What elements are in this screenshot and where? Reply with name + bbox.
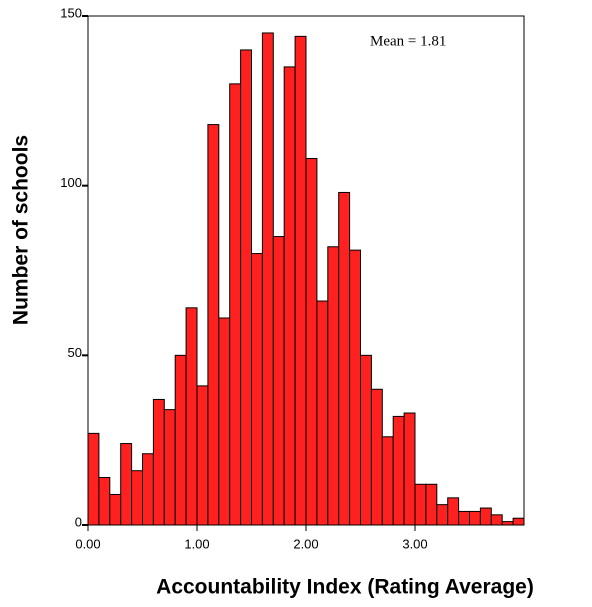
bar: [229, 83, 242, 526]
bar: [294, 35, 307, 526]
y-axis-title: Number of schools: [10, 135, 33, 325]
bar: [512, 517, 525, 526]
x-axis-title: Accountability Index (Rating Average): [156, 576, 534, 599]
bar: [131, 470, 144, 526]
bar: [207, 124, 220, 526]
bar: [261, 32, 274, 526]
bar: [425, 483, 438, 526]
bar: [240, 49, 253, 526]
bar: [414, 483, 427, 526]
bar: [436, 504, 449, 526]
bar: [196, 385, 209, 526]
bar: [338, 191, 351, 526]
bar: [152, 398, 165, 526]
bar: [381, 436, 394, 526]
bar: [163, 409, 176, 526]
x-tick-label: 3.00: [402, 536, 427, 551]
bar: [479, 507, 492, 526]
bar: [174, 354, 187, 526]
bar: [370, 388, 383, 526]
bar: [490, 514, 503, 526]
bar: [403, 412, 416, 526]
y-tick-label: 50: [68, 345, 82, 360]
bar: [447, 497, 460, 526]
y-tick-label: 0: [75, 514, 82, 529]
bar: [98, 476, 111, 526]
bar: [251, 253, 263, 526]
bar: [109, 493, 122, 526]
bar: [469, 510, 481, 526]
x-tick-label: 0.00: [75, 536, 100, 551]
bar: [392, 415, 405, 526]
bar: [120, 443, 133, 526]
y-tick-label: 150: [60, 5, 82, 20]
bar: [87, 432, 100, 526]
x-tick-label: 2.00: [293, 536, 318, 551]
bar: [283, 66, 296, 526]
y-tick-label: 100: [60, 175, 82, 190]
x-tick-label: 1.00: [184, 536, 209, 551]
bar: [360, 354, 372, 526]
bar: [458, 510, 471, 526]
bar: [185, 307, 198, 526]
bar: [305, 158, 318, 526]
bar: [142, 453, 154, 526]
bar: [501, 521, 514, 526]
bar: [272, 236, 285, 526]
bar: [349, 249, 362, 526]
bar: [316, 300, 329, 526]
bar: [327, 246, 340, 526]
bar: [218, 317, 231, 526]
mean-annotation: Mean = 1.81: [370, 33, 446, 49]
